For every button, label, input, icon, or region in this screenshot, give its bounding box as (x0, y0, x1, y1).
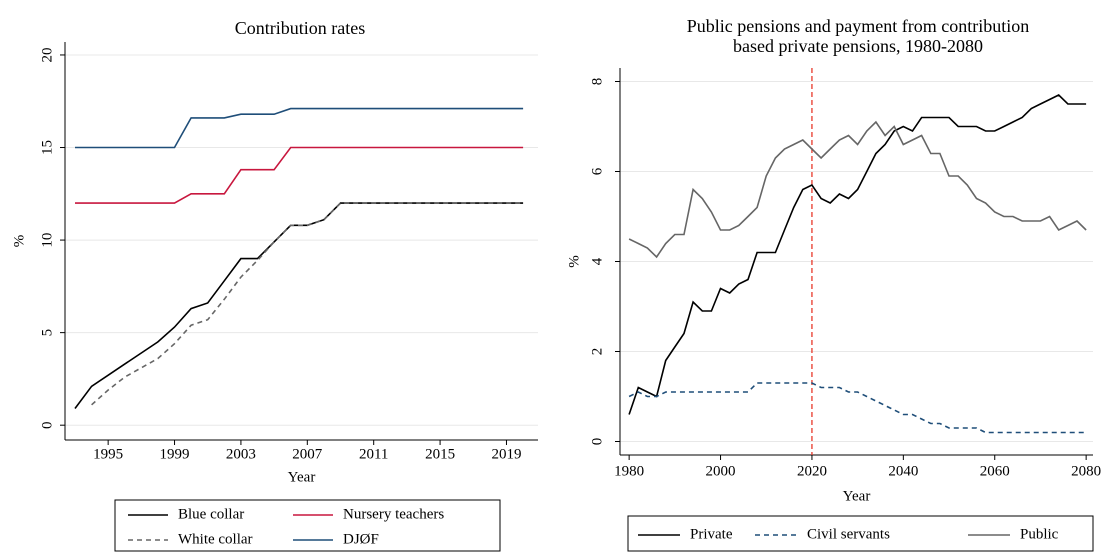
legend-label: Nursery teachers (343, 506, 444, 522)
x-axis-label: Year (843, 488, 871, 504)
line-series (91, 202, 524, 406)
x-tick-label: 2015 (425, 446, 455, 462)
x-tick-label: 2000 (706, 463, 736, 479)
legend-box (114, 499, 501, 552)
line-series (75, 107, 524, 149)
y-tick-label: 0 (39, 421, 55, 429)
legend-label: Civil servants (807, 526, 890, 542)
chart-title: based private pensions, 1980-2080 (733, 36, 983, 56)
chart-title: Public pensions and payment from contrib… (687, 16, 1029, 36)
y-tick-label: 4 (589, 257, 605, 265)
y-tick-label: 0 (589, 438, 605, 446)
x-tick-label: 2060 (980, 463, 1010, 479)
y-tick-label: 2 (589, 348, 605, 356)
line-series (75, 146, 524, 204)
x-tick-label: 2007 (292, 446, 323, 462)
y-axis-label: % (11, 235, 27, 248)
line-series (628, 120, 1087, 259)
legend-label: DJØF (343, 531, 379, 547)
x-tick-label: 2011 (359, 446, 388, 462)
legend-label: Private (690, 526, 733, 542)
y-tick-label: 10 (39, 233, 55, 248)
x-tick-label: 2003 (226, 446, 256, 462)
line-series (628, 382, 1087, 434)
legend-box (627, 515, 1094, 552)
legend-label: Blue collar (178, 506, 244, 522)
x-tick-label: 2019 (491, 446, 521, 462)
x-tick-label: 2080 (1071, 463, 1101, 479)
x-tick-label: 1980 (614, 463, 644, 479)
legend-label: White collar (178, 531, 253, 547)
line-series (74, 202, 524, 409)
y-tick-label: 20 (39, 47, 55, 62)
x-tick-label: 1999 (160, 446, 190, 462)
y-tick-label: 15 (39, 140, 55, 155)
y-tick-label: 5 (39, 329, 55, 337)
y-axis-label: % (566, 255, 582, 268)
line-series (628, 94, 1087, 415)
chart-title: Contribution rates (235, 18, 365, 38)
x-tick-label: 1995 (93, 446, 123, 462)
x-tick-label: 2020 (797, 463, 827, 479)
x-axis-label: Year (288, 469, 316, 485)
y-tick-label: 6 (589, 167, 605, 175)
x-tick-label: 2040 (888, 463, 918, 479)
legend-label: Public (1020, 526, 1059, 542)
y-tick-label: 8 (589, 78, 605, 86)
